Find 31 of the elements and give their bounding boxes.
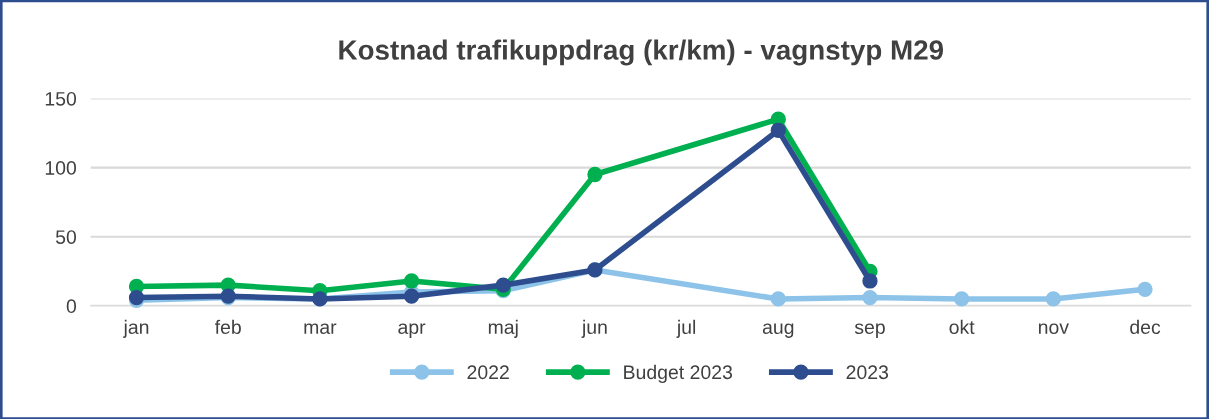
x-tick-label: jan [123,319,149,338]
point [770,291,786,307]
x-tick-label: nov [1038,323,1069,335]
chart-title: Kostnad trafikuppdrag (kr/km) - vagnstyp M29 [339,39,944,66]
point [770,122,786,138]
point [403,288,420,304]
x-tick-label: mar [304,323,337,335]
x-tick-label: apr [398,323,426,338]
y-tick-label: 150 [45,91,77,106]
point [862,289,878,306]
point [862,273,878,289]
x-tick-label: maj [488,319,518,338]
x-tick-label: sep [854,323,885,338]
legend-label: 2023 [846,365,889,380]
point [954,291,970,307]
legend-label: 2022 [467,365,509,380]
x-tick-label: jun [581,319,607,338]
point [403,273,420,289]
point [1137,281,1153,297]
point [495,277,511,293]
x-tick-label: dec [1130,319,1161,335]
x-tick-label: aug [762,323,794,338]
y-tick-label: 50 [55,230,77,244]
x-tick-label: okt [949,319,975,335]
point [1045,291,1061,307]
point [587,166,603,183]
y-tick-label: 100 [45,161,77,175]
y-tick-label: 0 [66,299,77,314]
legend-label: Budget 2023 [624,364,733,383]
x-tick-label: jul [676,319,696,338]
x-tick-label: feb [214,319,241,335]
